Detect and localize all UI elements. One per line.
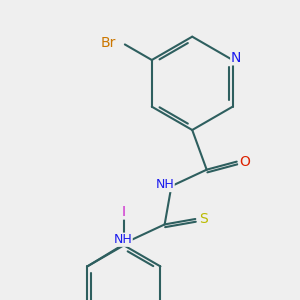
Text: NH: NH: [155, 178, 174, 191]
Text: O: O: [239, 154, 250, 169]
Text: NH: NH: [113, 233, 132, 246]
Text: S: S: [199, 212, 208, 226]
Text: I: I: [122, 205, 126, 219]
Text: N: N: [231, 51, 241, 65]
Text: Br: Br: [100, 36, 116, 50]
